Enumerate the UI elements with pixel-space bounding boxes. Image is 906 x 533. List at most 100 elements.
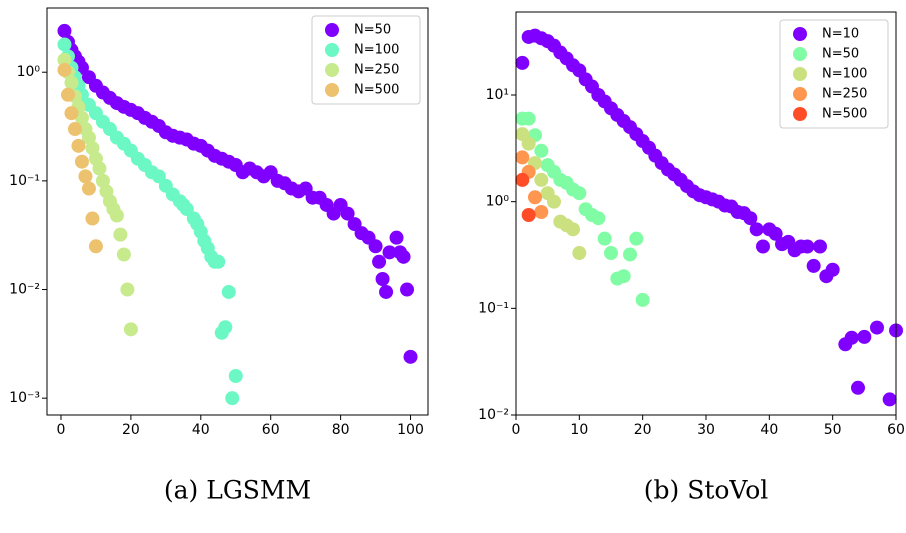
point <box>74 154 89 169</box>
x-tick-label: 0 <box>512 422 521 438</box>
point <box>749 222 764 237</box>
point <box>629 231 644 246</box>
legend-marker <box>325 83 339 97</box>
legend-box <box>311 15 421 105</box>
point <box>379 284 394 299</box>
point <box>228 368 243 383</box>
legend-marker <box>325 23 339 37</box>
point <box>591 211 606 226</box>
legend-box <box>779 19 889 129</box>
point <box>74 110 89 125</box>
point <box>521 207 536 222</box>
point <box>547 194 561 209</box>
point <box>57 37 72 52</box>
legend-marker <box>793 107 807 121</box>
point <box>806 258 821 273</box>
point <box>116 247 131 262</box>
point <box>81 181 96 196</box>
point <box>635 292 650 307</box>
point <box>597 231 612 246</box>
y-tick-label: 10¹ <box>486 87 509 103</box>
point <box>64 75 79 90</box>
legend-label: N=50 <box>822 47 859 62</box>
point <box>623 247 637 262</box>
plot-frame <box>46 7 429 416</box>
legend-marker <box>793 87 807 101</box>
point <box>768 226 783 241</box>
x-tick-label: 50 <box>824 422 842 438</box>
legend-label: N=10 <box>822 27 859 42</box>
caption: (b) StoVol <box>644 476 769 505</box>
point <box>521 111 536 126</box>
point <box>515 172 530 187</box>
x-tick-label: 0 <box>57 422 66 438</box>
point <box>572 246 587 261</box>
point <box>515 55 530 70</box>
point <box>616 269 631 284</box>
x-tick-label: 20 <box>122 422 140 438</box>
point <box>368 239 383 254</box>
point <box>566 222 580 237</box>
legend-label: N=50 <box>354 23 391 38</box>
point <box>396 249 411 264</box>
x-tick-label: 60 <box>887 422 905 438</box>
point <box>521 136 536 151</box>
point <box>743 211 758 226</box>
point <box>515 150 530 165</box>
legend-marker <box>325 43 339 57</box>
point <box>534 205 549 220</box>
point <box>211 254 226 269</box>
point <box>400 282 415 297</box>
point <box>123 322 138 337</box>
point <box>340 206 355 221</box>
point <box>81 130 96 145</box>
legend-label: N=100 <box>822 67 867 82</box>
point <box>64 106 79 121</box>
point <box>382 245 397 260</box>
legend-label: N=500 <box>822 107 867 122</box>
point <box>218 320 233 335</box>
point <box>57 23 72 38</box>
point <box>85 211 100 226</box>
y-tick-label: 10⁰ <box>486 194 510 210</box>
point <box>534 172 549 187</box>
point <box>851 380 865 395</box>
legend-label: N=250 <box>354 63 399 78</box>
point <box>756 239 770 254</box>
point <box>120 282 135 297</box>
point <box>92 161 107 176</box>
y-tick-label: 10⁻² <box>478 407 509 423</box>
y-tick-label: 10⁻¹ <box>478 300 509 316</box>
point <box>113 227 128 242</box>
x-tick-label: 100 <box>397 422 424 438</box>
x-tick-label: 30 <box>697 422 715 438</box>
point <box>534 143 549 158</box>
point <box>221 284 236 299</box>
x-tick-label: 10 <box>570 422 588 438</box>
point <box>85 141 100 156</box>
point <box>857 329 872 344</box>
point <box>57 62 72 77</box>
point <box>67 122 82 137</box>
point <box>882 392 897 407</box>
point <box>572 186 587 201</box>
point <box>604 246 618 261</box>
point <box>528 190 542 205</box>
legend-marker <box>793 27 807 41</box>
point <box>813 239 827 254</box>
legend-marker <box>325 63 339 77</box>
legend-label: N=100 <box>354 43 399 58</box>
x-tick-label: 60 <box>262 422 280 438</box>
legend-label: N=500 <box>354 83 399 98</box>
point <box>844 330 859 345</box>
x-tick-label: 40 <box>760 422 778 438</box>
point <box>225 391 240 406</box>
point <box>372 254 387 269</box>
legend-marker <box>793 47 807 61</box>
point <box>60 87 75 102</box>
point <box>870 320 884 335</box>
point <box>95 173 110 188</box>
y-tick-label: 10⁻² <box>9 282 40 298</box>
